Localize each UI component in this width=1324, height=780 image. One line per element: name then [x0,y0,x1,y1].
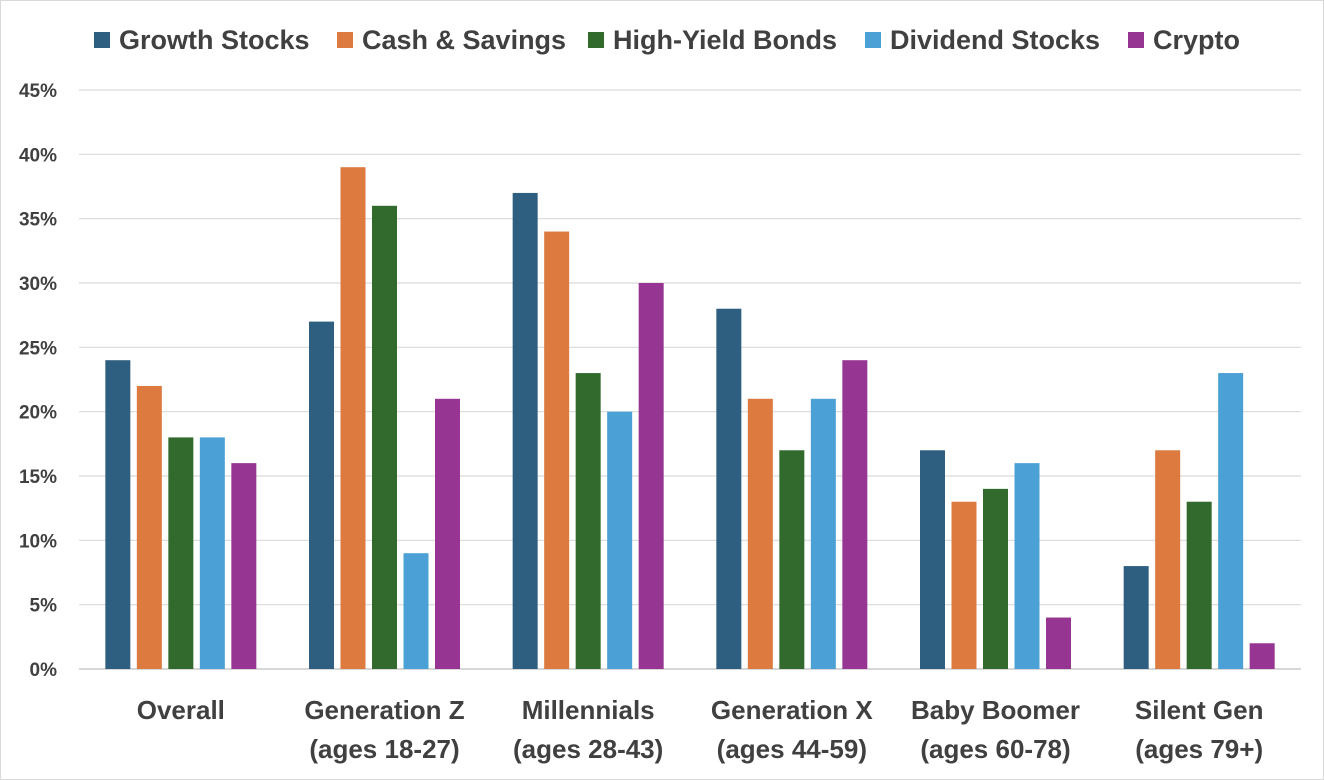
bar-cash-savings-3 [747,398,773,669]
category-label: Millennials [522,695,655,725]
legend-label: High-Yield Bonds [613,25,837,55]
bar-growth-stocks-4 [920,450,945,669]
bar-growth-stocks-3 [716,308,742,669]
bar-dividend-stocks-3 [810,398,836,669]
y-tick-label: 15% [19,467,57,488]
bar-dividend-stocks-5 [1218,373,1244,669]
legend-label: Dividend Stocks [890,25,1100,55]
bar-growth-stocks-0 [105,360,131,669]
y-tick-label: 45% [19,81,57,102]
legend-swatch [94,32,110,48]
bar-growth-stocks-2 [512,192,538,669]
legend-label: Growth Stocks [119,25,310,55]
category-label: Baby Boomer [911,695,1080,725]
legend-label: Cash & Savings [362,25,566,55]
bar-cash-savings-4 [951,501,977,669]
x-axis: Overall Generation Z (ages 18-27) Millennia… [137,695,1264,764]
category-label: (ages 60-78) [920,734,1070,764]
bar-high-yield-bonds-3 [779,450,805,669]
category-label: Generation X [711,695,873,725]
category-label: (ages 28-43) [513,734,663,764]
y-tick-label: 30% [19,274,57,295]
bar-dividend-stocks-1 [403,553,429,669]
legend: Growth Stocks Cash & Savings High-Yield Bo… [94,25,1240,55]
bar-crypto-0 [231,463,257,669]
bar-cash-savings-5 [1155,450,1181,669]
y-tick-label: 35% [19,210,57,231]
bar-cash-savings-1 [340,167,366,669]
gridlines [79,89,1301,670]
y-tick-label: 0% [30,660,58,681]
bar-high-yield-bonds-0 [168,437,194,669]
bar-high-yield-bonds-2 [575,373,601,669]
legend-swatch [865,32,881,48]
bar-crypto-2 [638,283,664,669]
bar-high-yield-bonds-5 [1186,501,1212,669]
bar-crypto-3 [842,360,868,669]
category-label: (ages 79+) [1135,734,1263,764]
bar-growth-stocks-1 [309,321,334,669]
bar-high-yield-bonds-1 [372,205,397,670]
bar-dividend-stocks-2 [607,411,633,669]
bar-crypto-5 [1249,643,1275,669]
legend-label: Crypto [1153,25,1240,55]
category-label: Silent Gen [1135,695,1264,725]
bar-cash-savings-0 [136,385,162,669]
category-label: (ages 44-59) [717,734,867,764]
bar-growth-stocks-5 [1123,566,1149,669]
bar-crypto-4 [1046,617,1071,669]
bars [105,167,1275,670]
legend-swatch [588,32,604,48]
legend-swatch [1128,32,1144,48]
y-tick-label: 5% [30,596,58,617]
bar-crypto-1 [435,398,460,669]
y-tick-label: 25% [19,338,57,359]
y-tick-label: 20% [19,403,57,424]
bar-high-yield-bonds-4 [983,488,1008,669]
y-tick-label: 40% [19,145,57,166]
bar-cash-savings-2 [544,231,570,670]
category-label: Overall [137,695,225,725]
category-label: Generation Z [304,695,464,725]
y-axis: 0% 5% 10% 15% 20% 25% 30% 35% 40% 45% [19,81,57,681]
bar-dividend-stocks-0 [199,437,225,669]
legend-swatch [337,32,353,48]
category-label: (ages 18-27) [309,734,459,764]
y-tick-label: 10% [19,531,57,552]
bar-dividend-stocks-4 [1014,463,1040,669]
